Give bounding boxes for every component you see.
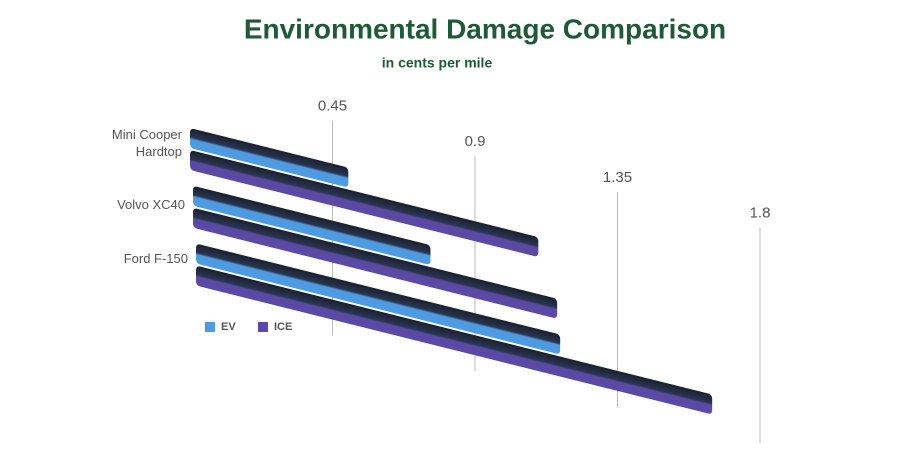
- legend: EV ICE: [205, 321, 292, 333]
- x-tick-label: 0.9: [465, 133, 486, 150]
- category-label: Mini Cooper Hardtop: [111, 127, 182, 159]
- legend-swatch: [258, 322, 268, 332]
- bar: [190, 128, 349, 187]
- x-tick-label: 1.8: [750, 204, 771, 221]
- bar: [196, 244, 561, 354]
- chart-subtitle: in cents per mile: [382, 55, 493, 71]
- bar: [196, 266, 713, 414]
- legend-swatch: [205, 322, 215, 332]
- bar: [190, 150, 539, 257]
- plot-area: [190, 120, 761, 443]
- x-tick-label: 0.45: [318, 98, 347, 115]
- legend-label: ICE: [274, 321, 292, 333]
- legend-label: EV: [221, 321, 236, 333]
- chart-title: Environmental Damage Comparison: [244, 13, 726, 44]
- x-tick-label: 1.35: [603, 169, 632, 186]
- bar: [193, 186, 431, 265]
- category-label: Ford F-150: [123, 251, 188, 266]
- category-label: Volvo XC40: [117, 197, 185, 212]
- bar: [193, 208, 558, 318]
